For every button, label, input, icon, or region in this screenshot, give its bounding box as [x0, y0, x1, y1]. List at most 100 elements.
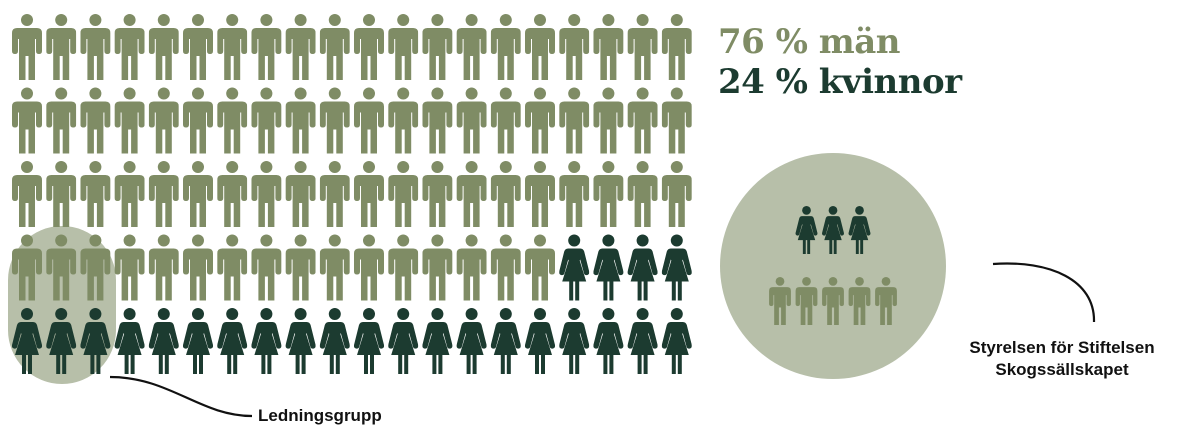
male-person-icon — [525, 14, 555, 80]
male-person-icon — [593, 161, 624, 227]
male-person-icon — [183, 87, 213, 154]
male-person-icon — [661, 87, 692, 154]
male-person-icon — [183, 14, 213, 80]
male-person-icon — [80, 14, 111, 80]
male-person-icon — [319, 14, 350, 80]
board-connector-line — [992, 262, 1096, 323]
male-person-icon — [217, 87, 248, 154]
male-person-icon — [456, 161, 487, 227]
management-group-label: Ledningsgrupp — [258, 406, 382, 425]
male-person-icon — [422, 87, 453, 154]
male-person-icon — [388, 87, 419, 154]
female-person-icon — [388, 308, 419, 374]
female-person-icon — [559, 308, 590, 374]
male-person-icon — [456, 14, 487, 80]
male-person-icon — [46, 87, 77, 154]
male-person-icon — [148, 161, 179, 227]
male-person-icon — [422, 234, 453, 301]
female-person-icon — [285, 308, 316, 374]
male-person-icon — [354, 14, 384, 80]
male-person-icon — [285, 87, 316, 154]
board-label-line-1: Styrelsen för Stiftelsen — [969, 338, 1155, 357]
male-person-icon — [148, 87, 179, 154]
male-person-icon — [422, 161, 453, 227]
management-connector-line — [109, 375, 253, 418]
male-person-icon — [319, 87, 350, 154]
female-person-icon — [422, 308, 453, 374]
female-person-icon — [354, 308, 384, 374]
male-person-icon — [217, 161, 248, 227]
male-person-icon — [525, 161, 555, 227]
male-person-icon — [12, 14, 42, 80]
male-person-icon — [559, 161, 590, 227]
male-person-icon — [217, 14, 248, 80]
male-person-icon — [114, 234, 145, 301]
male-person-icon — [559, 87, 590, 154]
board-label: Styrelsen för Stiftelsen Skogssällskapet — [942, 337, 1182, 381]
male-person-icon — [319, 161, 350, 227]
male-person-icon — [217, 234, 248, 301]
female-person-icon — [114, 308, 145, 374]
stat-women-percentage: 24 % kvinnor — [718, 62, 962, 102]
male-person-icon — [490, 87, 521, 154]
male-person-icon — [490, 14, 521, 80]
male-person-icon — [388, 234, 419, 301]
male-person-icon — [114, 87, 145, 154]
male-person-icon — [183, 161, 213, 227]
male-person-icon — [593, 87, 624, 154]
male-person-icon — [627, 161, 658, 227]
female-person-icon — [559, 234, 590, 301]
male-person-icon — [46, 161, 77, 227]
female-person-icon — [148, 308, 179, 374]
male-person-icon — [251, 14, 282, 80]
male-person-icon — [388, 14, 419, 80]
board-label-line-2: Skogssällskapet — [995, 360, 1129, 379]
female-person-icon — [251, 308, 282, 374]
male-person-icon — [593, 14, 624, 80]
male-person-icon — [80, 87, 111, 154]
male-person-icon — [114, 161, 145, 227]
male-person-icon — [251, 161, 282, 227]
male-person-icon — [183, 234, 213, 301]
male-person-icon — [525, 234, 555, 301]
male-person-icon — [285, 234, 316, 301]
male-person-icon — [456, 87, 487, 154]
female-person-icon — [661, 234, 692, 301]
female-person-icon — [456, 308, 487, 374]
male-person-icon — [251, 234, 282, 301]
male-person-icon — [456, 234, 487, 301]
male-person-icon — [490, 234, 521, 301]
male-person-icon — [12, 87, 42, 154]
male-person-icon — [627, 87, 658, 154]
female-person-icon — [490, 308, 521, 374]
male-person-icon — [114, 14, 145, 80]
female-person-icon — [217, 308, 248, 374]
male-person-icon — [525, 87, 555, 154]
female-person-icon — [593, 234, 624, 301]
female-person-icon — [183, 308, 213, 374]
male-person-icon — [354, 234, 384, 301]
male-person-icon — [148, 14, 179, 80]
male-person-icon — [661, 14, 692, 80]
male-person-icon — [319, 234, 350, 301]
male-person-icon — [388, 161, 419, 227]
male-person-icon — [354, 161, 384, 227]
female-person-icon — [627, 308, 658, 374]
stat-men-percentage: 76 % män — [718, 22, 901, 62]
male-person-icon — [148, 234, 179, 301]
male-person-icon — [285, 161, 316, 227]
board-circle — [720, 153, 946, 379]
female-person-icon — [627, 234, 658, 301]
male-person-icon — [80, 161, 111, 227]
male-person-icon — [251, 87, 282, 154]
male-person-icon — [559, 14, 590, 80]
male-person-icon — [661, 161, 692, 227]
male-person-icon — [354, 87, 384, 154]
female-person-icon — [319, 308, 350, 374]
male-person-icon — [12, 161, 42, 227]
male-person-icon — [46, 14, 77, 80]
female-person-icon — [593, 308, 624, 374]
male-person-icon — [490, 161, 521, 227]
female-person-icon — [525, 308, 555, 374]
